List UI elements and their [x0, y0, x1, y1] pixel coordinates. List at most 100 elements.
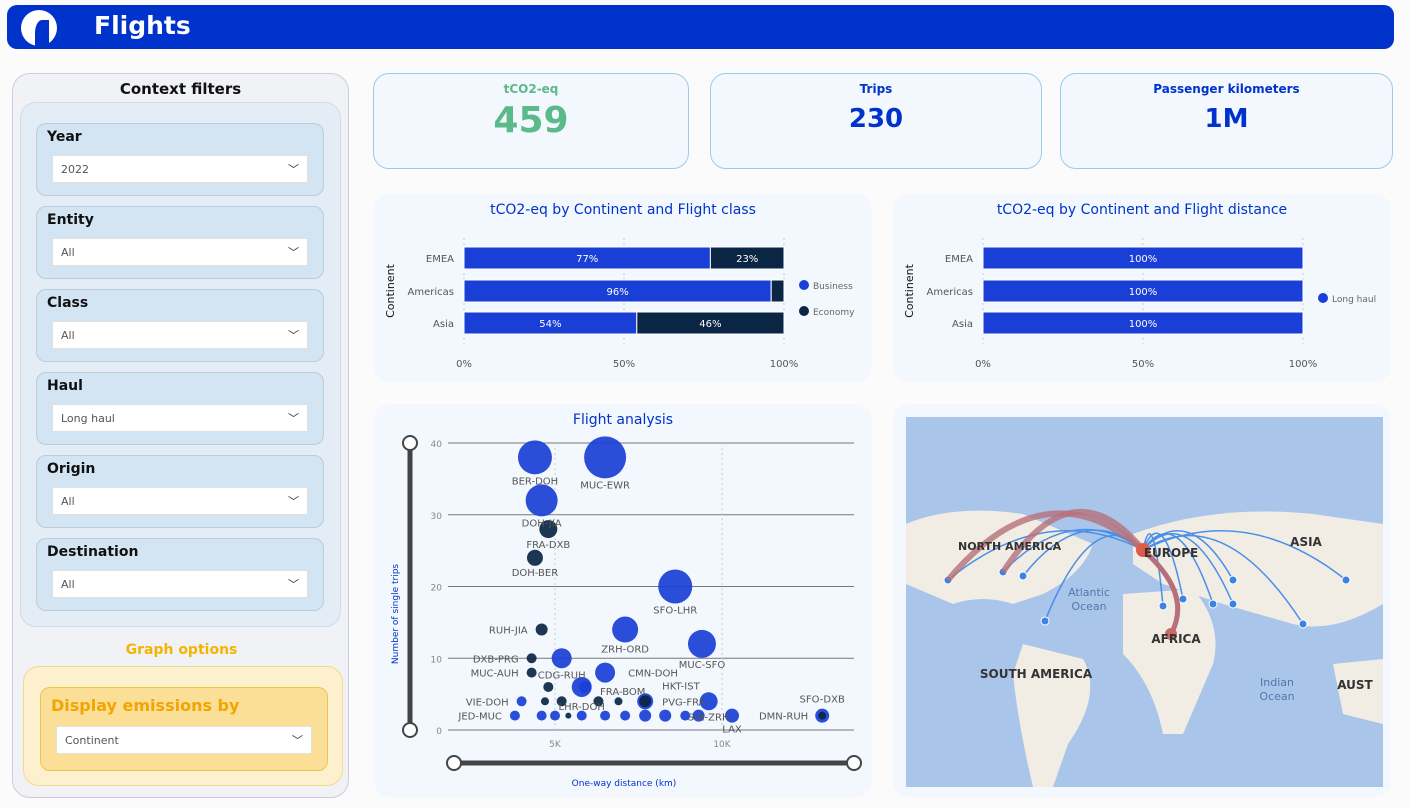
airport-marker[interactable]: [1341, 575, 1351, 585]
filter-haul: Haul Long haul ﹀: [36, 372, 324, 445]
point-label: CDG-RUH: [538, 670, 586, 681]
y-tick-label: EMEA: [426, 254, 454, 265]
point-label: FRA-BOM: [600, 687, 645, 698]
dropdown-value: All: [61, 495, 75, 508]
y-axis-label: Continent: [384, 263, 397, 317]
x-tick-label: 50%: [1132, 359, 1154, 370]
filter-dropdown[interactable]: All ﹀: [52, 487, 308, 515]
scatter-point[interactable]: [576, 710, 587, 721]
scatter-point[interactable]: [517, 440, 552, 475]
flight-map[interactable]: NORTH AMERICA EUROPE ASIA Atlantic Ocean SOUT…: [893, 404, 1391, 797]
point-label: JED-MUC: [457, 712, 502, 723]
flight-route[interactable]: [1142, 533, 1214, 605]
scatter-point[interactable]: [687, 629, 716, 658]
airport-marker[interactable]: [1178, 594, 1188, 604]
slider-handle[interactable]: [402, 435, 418, 451]
filters-list: Year 2022 ﹀ Entity All ﹀ Class All ﹀ Haul Long…: [20, 102, 341, 627]
scatter-point[interactable]: [526, 549, 543, 566]
africa: [1123, 589, 1216, 734]
filter-dropdown[interactable]: 2022 ﹀: [52, 155, 308, 183]
map-label: EUROPE: [1144, 546, 1198, 560]
bar-economy[interactable]: [770, 279, 785, 303]
scatter-point[interactable]: [526, 653, 537, 664]
major-route[interactable]: [945, 510, 1145, 582]
scatter-point[interactable]: [556, 696, 567, 707]
chevron-down-icon: ﹀: [288, 163, 299, 176]
scatter-point[interactable]: [692, 709, 705, 722]
scatter-point[interactable]: [516, 696, 527, 707]
bar-economy[interactable]: [709, 246, 785, 270]
chevron-down-icon: ﹀: [292, 734, 303, 747]
legend-label: Economy: [813, 308, 855, 318]
scatter-point[interactable]: [593, 696, 604, 707]
scatter-point[interactable]: [536, 710, 547, 721]
airport-marker[interactable]: [1208, 599, 1218, 609]
flight-route[interactable]: [1142, 530, 1347, 581]
y-axis-label: Continent: [903, 263, 916, 317]
point-label: DOH-BER: [512, 568, 559, 579]
point-label: SFO-DXB: [800, 695, 845, 706]
filter-dropdown[interactable]: All ﹀: [52, 238, 308, 266]
filter-dropdown[interactable]: All ﹀: [52, 570, 308, 598]
scatter-point[interactable]: [526, 667, 537, 678]
major-route[interactable]: [1000, 508, 1146, 574]
flight-route[interactable]: [1142, 532, 1184, 600]
slider-handle[interactable]: [402, 722, 418, 738]
legend-marker: [799, 280, 809, 290]
scatter-point[interactable]: [565, 712, 572, 719]
scatter-point[interactable]: [535, 623, 548, 636]
scatter-point[interactable]: [639, 709, 652, 722]
scatter-point[interactable]: [539, 520, 558, 539]
airport-marker[interactable]: [1228, 575, 1238, 585]
point-label: DMN-RUH: [759, 712, 808, 723]
x-tick-label: 5K: [549, 740, 562, 750]
airport-marker[interactable]: [1018, 571, 1028, 581]
kpi-passenger-km: Passenger kilometers 1M: [1060, 73, 1393, 169]
filter-dropdown[interactable]: Long haul ﹀: [52, 404, 308, 432]
scatter-point[interactable]: [818, 711, 827, 720]
north-america: [906, 510, 1093, 604]
bar-economy[interactable]: [636, 311, 785, 335]
airport-marker[interactable]: [1228, 599, 1238, 609]
slider-handle[interactable]: [446, 755, 462, 771]
hub-marker[interactable]: [1165, 628, 1177, 640]
filter-dropdown[interactable]: All ﹀: [52, 321, 308, 349]
scatter-point[interactable]: [543, 681, 554, 692]
scatter-point[interactable]: [680, 710, 691, 721]
scatter-point[interactable]: [595, 662, 616, 683]
display-by-dropdown[interactable]: Continent ﹀: [56, 726, 312, 754]
scatter-point[interactable]: [699, 692, 718, 711]
scatter-point[interactable]: [550, 710, 560, 721]
airport-marker[interactable]: [1298, 619, 1308, 629]
scatter-point[interactable]: [659, 709, 672, 722]
flight-analysis-chart: Flight analysis Number of single trips On…: [374, 404, 872, 797]
scatter-point[interactable]: [584, 436, 627, 479]
scatter-point[interactable]: [614, 697, 623, 706]
major-route[interactable]: [1141, 548, 1181, 636]
hub-marker[interactable]: [1136, 543, 1150, 557]
bar-long-haul[interactable]: [982, 246, 1304, 270]
scatter-point[interactable]: [658, 569, 693, 604]
bar-long-haul[interactable]: [982, 311, 1304, 335]
kpi-title: Trips: [859, 82, 893, 96]
flight-route[interactable]: [947, 530, 1144, 581]
slider-handle[interactable]: [846, 755, 862, 771]
scatter-point[interactable]: [525, 484, 558, 517]
scatter-point[interactable]: [725, 708, 740, 723]
scatter-point[interactable]: [540, 697, 549, 706]
point-label: DOH-JIA: [522, 518, 562, 529]
bar-long-haul[interactable]: [982, 279, 1304, 303]
scatter-point[interactable]: [620, 710, 631, 721]
scatter-point[interactable]: [579, 680, 592, 693]
page-title: Flights: [94, 11, 191, 40]
scatter-point[interactable]: [551, 648, 572, 669]
map-label: Atlantic: [1068, 586, 1110, 599]
airport-marker[interactable]: [1040, 616, 1050, 626]
flight-route[interactable]: [1142, 534, 1304, 625]
scatter-point[interactable]: [509, 710, 520, 721]
scatter-point[interactable]: [612, 616, 639, 643]
scatter-point[interactable]: [639, 695, 652, 708]
scatter-point[interactable]: [600, 710, 611, 721]
kpi-co2: tCO2-eq 459: [373, 73, 689, 169]
airport-marker[interactable]: [1158, 601, 1168, 611]
